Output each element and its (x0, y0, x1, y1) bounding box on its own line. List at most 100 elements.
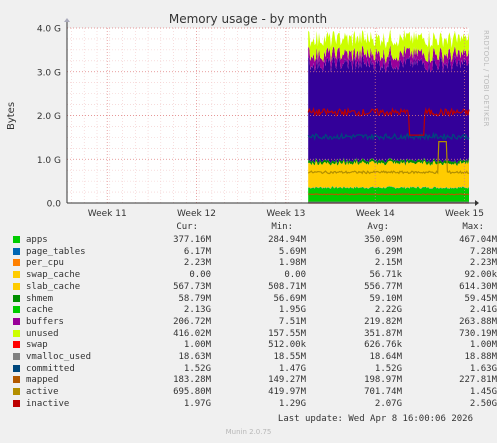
legend-max: 2.23M (469, 258, 497, 269)
legend-max: 730.19M (459, 328, 497, 339)
legend-name: inactive (26, 398, 70, 409)
legend-row-page_tables: page_tables 6.17M 5.69M 6.29M 7.28M (13, 246, 497, 258)
legend-swatch (13, 259, 20, 267)
area-buffers (308, 44, 469, 73)
legend-row-swap: swap 1.00M 512.00k 626.76k 1.00M (13, 339, 497, 351)
legend-avg: 556.77M (364, 281, 402, 292)
legend-swatch (13, 294, 20, 302)
legend-swatch (13, 341, 20, 349)
legend-name: per_cpu (26, 258, 64, 269)
legend-cur: 377.16M (173, 235, 211, 245)
legend-max: 59.45M (464, 293, 497, 304)
legend-max: 92.00k (464, 270, 497, 281)
legend-row-committed: committed 1.52G 1.47G 1.52G 1.63G (13, 363, 497, 375)
legend-max: 467.04M (459, 235, 497, 245)
legend-swatch (13, 329, 20, 337)
legend-min: 1.47G (278, 363, 306, 374)
y-tick-label-1: 1.0 G (37, 156, 61, 166)
legend-min: 1.98M (278, 258, 306, 269)
rrdtool-credit: RRDTOOL / TOBI OETIKER (482, 30, 490, 127)
legend-swatch (13, 306, 20, 314)
x-tick-label-0: Week 11 (88, 209, 127, 219)
legend-name: unused (26, 328, 59, 339)
legend-row-apps: apps 377.16M 284.94M 350.09M 467.04M (13, 234, 497, 246)
y-tick-label-4: 4.0 G (37, 25, 61, 35)
legend-min: 7.51M (278, 316, 306, 327)
legend-cur: 1.00M (183, 340, 211, 351)
legend-cur: 18.63M (178, 352, 211, 362)
legend-min: 419.97M (268, 387, 306, 398)
legend-cur: 2.13G (183, 305, 211, 316)
legend-row-shmem: shmem 58.79M 56.69M 59.10M 59.45M (13, 293, 497, 305)
line-mapped (308, 193, 470, 196)
legend-avg: 1.52G (374, 363, 402, 374)
legend-avg: 2.07G (374, 398, 402, 409)
legend-name: swap_cache (26, 270, 81, 281)
legend-name: active (26, 387, 59, 398)
legend-min: 0.00 (284, 270, 306, 281)
line-inactive (307, 106, 470, 136)
legend-swatch (13, 317, 20, 325)
legend-header-max: Max: (462, 222, 484, 232)
x-tick-label-3: Week 14 (356, 209, 395, 219)
legend-min: 149.27M (268, 375, 306, 386)
legend-name: cache (26, 305, 54, 316)
last-update: Last update: Wed Apr 8 16:00:06 2026 (277, 414, 473, 424)
legend-avg: 59.10M (369, 293, 402, 304)
line-active (307, 141, 470, 175)
legend-swatch (13, 388, 20, 396)
x-tick-label-2: Week 13 (266, 209, 305, 219)
legend-row-mapped: mapped 183.28M 149.27M 198.97M 227.81M (13, 374, 497, 386)
legend-row-vmalloc_used: vmalloc_used 18.63M 18.55M 18.64M 18.88M (13, 351, 497, 363)
legend-swatch (13, 236, 20, 243)
legend-max: 2.41G (469, 305, 497, 316)
legend-swatch (13, 353, 20, 360)
y-axis-arrow (64, 18, 70, 22)
legend-min: 1.29G (278, 398, 306, 409)
y-tick-label-3: 3.0 G (37, 68, 61, 78)
legend-row-active: active 695.80M 419.97M 701.74M 1.45G (13, 386, 497, 398)
legend-cur: 567.73M (173, 281, 211, 292)
legend-name: shmem (26, 293, 54, 304)
legend-cur: 416.02M (173, 328, 211, 339)
legend-cur: 1.97G (183, 398, 211, 409)
legend-header-avg: Avg: (367, 222, 389, 232)
legend-avg: 351.87M (364, 328, 402, 339)
legend-swatch (13, 247, 20, 255)
legend-cur: 2.23M (183, 258, 211, 269)
legend-row-cache: cache 2.13G 1.95G 2.22G 2.41G (13, 304, 497, 316)
legend-min: 1.95G (278, 305, 306, 316)
legend-swatch (13, 364, 20, 372)
legend-min: 56.69M (273, 293, 306, 304)
legend-max: 227.81M (459, 375, 497, 386)
y-tick-label-0: 0.0 (47, 200, 62, 210)
legend-swatch (13, 271, 20, 279)
legend-min: 18.55M (273, 352, 306, 362)
legend-cur: 1.52G (183, 363, 211, 374)
legend-swatch (13, 399, 20, 407)
legend-max: 2.50G (469, 398, 497, 409)
legend-name: swap (26, 340, 48, 351)
area-shmem (308, 157, 469, 166)
legend-max: 1.63G (469, 363, 497, 374)
legend-avg: 219.82M (364, 316, 402, 327)
legend-avg: 2.15M (374, 258, 402, 269)
legend-row-per_cpu: per_cpu 2.23M 1.98M 2.15M 2.23M (13, 257, 497, 269)
legend-max: 263.88M (459, 316, 497, 327)
legend-row-slab_cache: slab_cache 567.73M 508.71M 556.77M 614.30M (13, 281, 497, 293)
legend-cur: 206.72M (173, 316, 211, 327)
legend-row-buffers: buffers 206.72M 7.51M 219.82M 263.88M (13, 316, 497, 328)
legend-name: slab_cache (26, 281, 81, 292)
legend-row-swap_cache: swap_cache 0.00 0.00 56.71k 92.00k (13, 269, 497, 281)
legend-avg: 18.64M (369, 352, 402, 362)
legend-name: apps (26, 235, 48, 245)
legend-max: 1.00M (469, 340, 497, 351)
legend-row-inactive: inactive 1.97G 1.29G 2.07G 2.50G (13, 398, 497, 410)
legend-cur: 58.79M (178, 293, 211, 304)
legend-header-min: Min: (271, 222, 293, 232)
legend-max: 18.88M (464, 352, 497, 362)
x-tick-label-1: Week 12 (177, 209, 216, 219)
legend-avg: 350.09M (364, 235, 402, 245)
legend-name: buffers (26, 316, 64, 327)
